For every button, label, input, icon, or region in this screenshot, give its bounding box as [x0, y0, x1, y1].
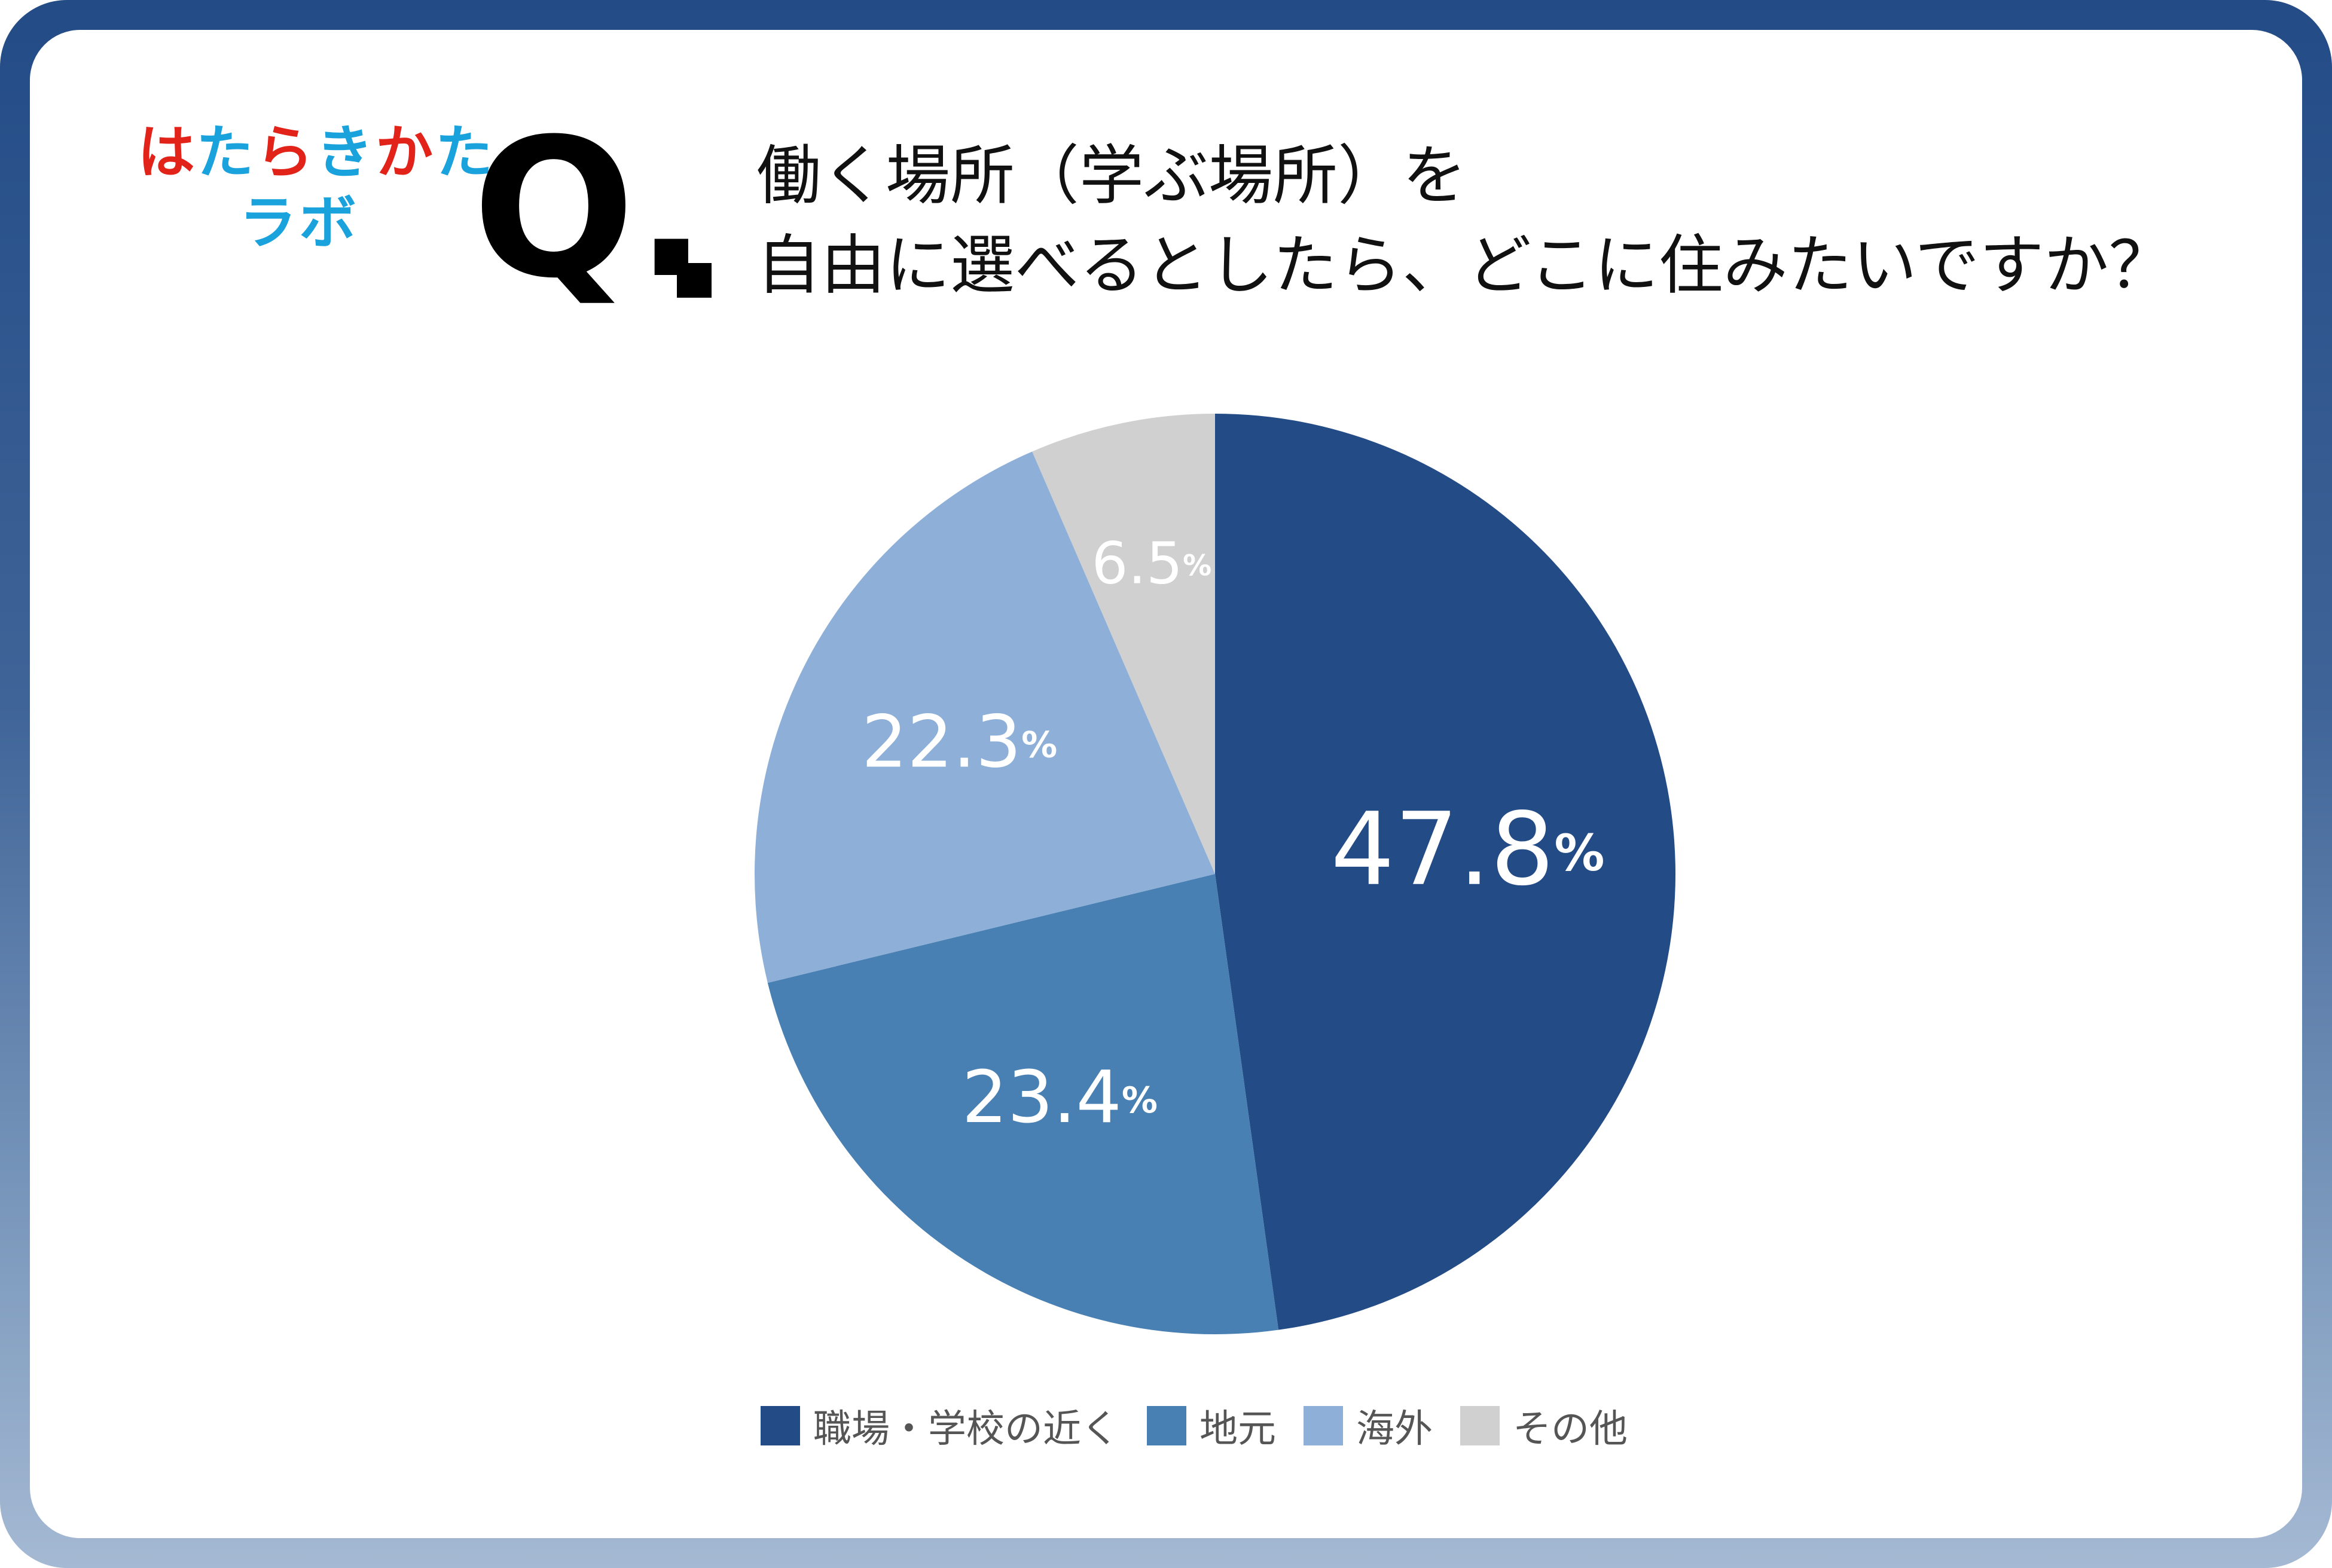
legend-swatch-2 — [1304, 1406, 1343, 1445]
slice-label-unit-3: % — [1183, 549, 1211, 582]
legend-item-2: 海外 — [1304, 1398, 1433, 1453]
slice-label-value-2: 22.3 — [862, 701, 1021, 784]
slice-label-value-3: 6.5 — [1091, 530, 1183, 597]
hatarakikata-lab-logo: はたらきかた ラボ — [138, 120, 493, 263]
logo1-char-3: き — [316, 119, 376, 186]
legend-item-3: その他 — [1460, 1398, 1628, 1453]
logo-line-2: ラボ — [239, 190, 359, 256]
legend-swatch-0 — [761, 1406, 800, 1445]
logo2-char-1: ボ — [299, 189, 359, 256]
logo1-char-2: ら — [256, 119, 316, 186]
pie-slice-1 — [767, 874, 1279, 1334]
legend-label-1: 地元 — [1199, 1407, 1276, 1451]
legend-swatch-1 — [1147, 1406, 1186, 1445]
pie-slice-0 — [1215, 414, 1675, 1330]
logo1-char-4: か — [376, 119, 436, 186]
legend-label-2: 海外 — [1356, 1407, 1433, 1451]
chart-legend: 職場・学校の近く 地元 海外 その他 — [761, 1399, 1655, 1453]
question-mark-q: Q. — [472, 98, 708, 320]
slice-label-2: 22.3% — [862, 701, 1057, 784]
slice-label-value-1: 23.4 — [962, 1056, 1122, 1139]
pie-slice-3 — [1032, 414, 1215, 874]
pie-slice-2 — [754, 451, 1215, 983]
slice-label-1: 23.4% — [962, 1056, 1158, 1139]
logo1-char-0: は — [138, 119, 197, 186]
slice-label-unit-0: % — [1554, 824, 1604, 882]
legend-swatch-3 — [1460, 1406, 1500, 1445]
slice-label-unit-2: % — [1021, 724, 1057, 766]
logo-line-1: はたらきかた — [138, 120, 495, 185]
question-title-line-1: 働く場所（学ぶ場所）を — [756, 139, 1467, 213]
legend-item-1: 地元 — [1147, 1398, 1276, 1453]
slice-label-0: 47.8% — [1330, 791, 1604, 908]
question-title: 働く場所（学ぶ場所）を 自由に選べるとしたら、どこに住みたいですか？ — [756, 132, 2174, 311]
legend-item-0: 職場・学校の近く — [761, 1398, 1119, 1453]
logo2-char-0: ラ — [239, 189, 299, 256]
slice-label-3: 6.5% — [1091, 530, 1211, 597]
legend-label-3: その他 — [1513, 1407, 1628, 1451]
logo1-char-1: た — [196, 119, 257, 186]
question-bullet — [677, 263, 712, 298]
slice-label-unit-1: % — [1122, 1080, 1158, 1121]
legend-label-0: 職場・学校の近く — [813, 1407, 1119, 1451]
logo1-char-5: た — [435, 119, 496, 186]
slice-label-value-0: 47.8 — [1330, 791, 1554, 908]
question-title-line-2: 自由に選べるとしたら、どこに住みたいですか？ — [756, 228, 2174, 303]
